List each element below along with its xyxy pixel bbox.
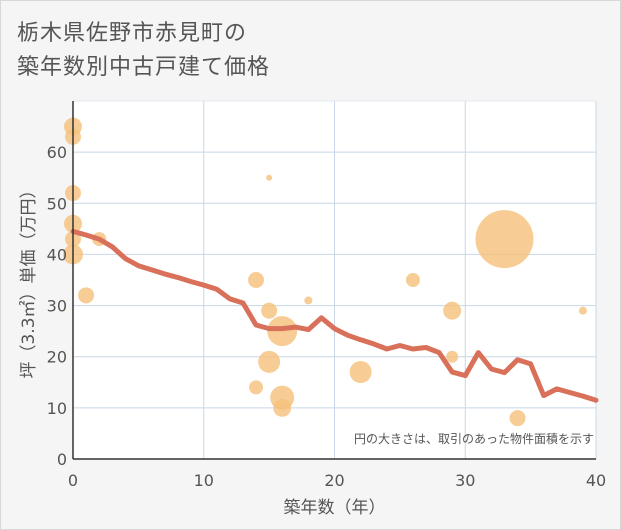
data-bubble <box>443 301 462 320</box>
x-tick-label: 20 <box>324 471 344 490</box>
x-tick-label: 10 <box>194 471 214 490</box>
data-bubble <box>446 350 459 363</box>
x-tick-label: 0 <box>68 471 78 490</box>
y-tick-label: 30 <box>47 297 67 316</box>
x-axis-label: 築年数（年） <box>284 498 386 518</box>
y-tick-label: 0 <box>57 450 67 469</box>
bubble-size-note: 円の大きさは、取引のあった物件面積を示す <box>354 431 594 446</box>
data-bubble <box>249 380 264 395</box>
chart-title-line-2: 築年数別中古戸建て価格 <box>17 55 271 80</box>
data-bubble <box>248 272 265 288</box>
data-bubble <box>78 287 95 304</box>
y-tick-label: 20 <box>47 348 67 367</box>
chart-title-line-1: 栃木県佐野市赤見町の <box>17 21 248 46</box>
data-bubble <box>261 302 278 319</box>
data-bubble <box>304 296 313 305</box>
y-tick-label: 50 <box>47 194 67 213</box>
axes: 0 10 20 30 40 0 10 20 30 40 50 60 <box>47 101 606 490</box>
bubbles <box>63 117 587 427</box>
y-tick-label: 40 <box>47 245 67 264</box>
grid-lines <box>73 100 597 459</box>
data-bubble <box>258 350 281 373</box>
data-bubble <box>273 398 292 417</box>
data-bubble <box>349 361 372 384</box>
data-bubble <box>405 273 420 287</box>
data-bubble <box>578 306 587 315</box>
data-bubble <box>267 316 298 347</box>
y-axis-label: 坪（3.3㎡）単価（万円） <box>19 181 39 378</box>
x-tick-label: 30 <box>455 471 475 490</box>
data-bubble <box>475 210 534 269</box>
data-bubble <box>266 174 273 181</box>
x-tick-label: 40 <box>586 471 606 490</box>
y-tick-label: 60 <box>47 143 67 162</box>
trend-line <box>70 228 599 403</box>
y-tick-label: 10 <box>47 399 67 418</box>
data-bubble <box>509 410 526 427</box>
chart-title: 栃木県佐野市赤見町の 築年数別中古戸建て価格 <box>17 17 270 85</box>
